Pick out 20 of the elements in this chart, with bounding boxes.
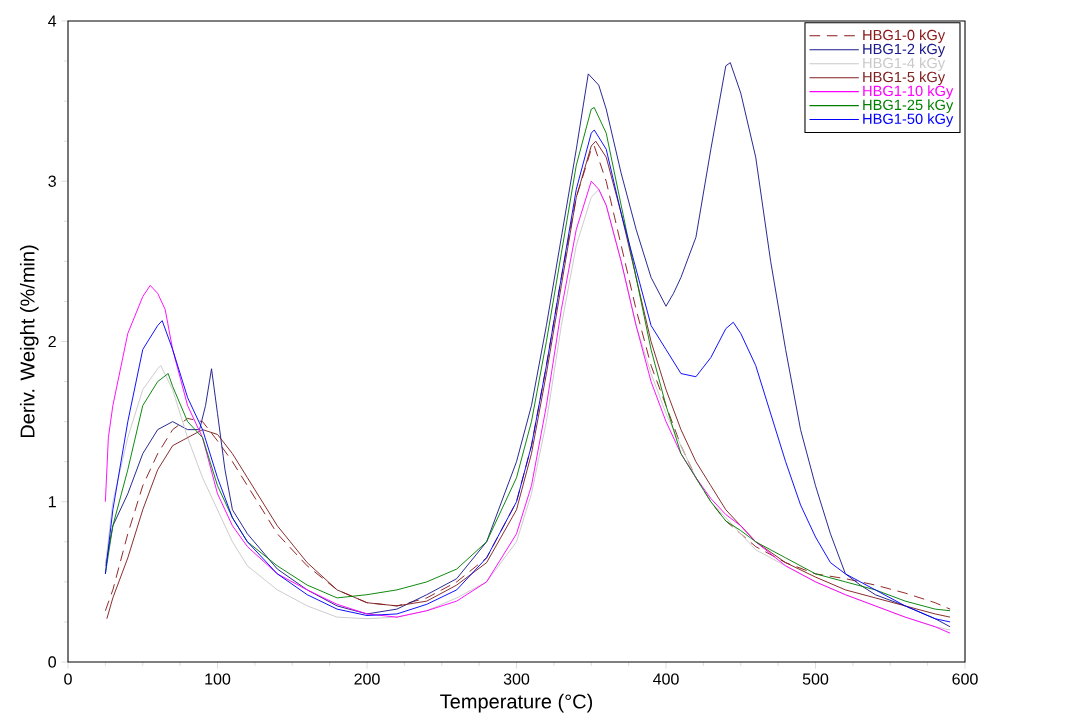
legend-label: HBG1-50 kGy xyxy=(863,113,954,127)
x-tick-label: 200 xyxy=(354,673,380,685)
legend-label: HBG1-25 kGy xyxy=(863,99,954,113)
x-tick-label: 400 xyxy=(653,673,679,685)
x-tick-label: 0 xyxy=(64,673,72,685)
legend-label: HBG1-0 kGy xyxy=(863,29,946,44)
y-tick-label: 2 xyxy=(48,335,56,348)
x-tick-label: 300 xyxy=(503,673,530,685)
y-tick-label: 0 xyxy=(48,656,56,668)
legend-label: HBG1-5 kGy xyxy=(863,71,946,86)
y-tick-label: 4 xyxy=(48,15,57,27)
legend-label: HBG1-10 kGy xyxy=(863,85,954,99)
y-axis-title: Deriv. Weight (%/min) xyxy=(19,245,39,438)
x-tick-label: 600 xyxy=(952,673,978,685)
y-tick-label: 1 xyxy=(48,496,56,508)
legend-label: HBG1-2 kGy xyxy=(863,43,946,58)
x-axis-title: Temperature (°C) xyxy=(440,693,593,713)
x-tick-label: 100 xyxy=(205,673,231,685)
x-tick-label: 500 xyxy=(802,673,829,685)
y-tick-label: 3 xyxy=(48,175,56,187)
